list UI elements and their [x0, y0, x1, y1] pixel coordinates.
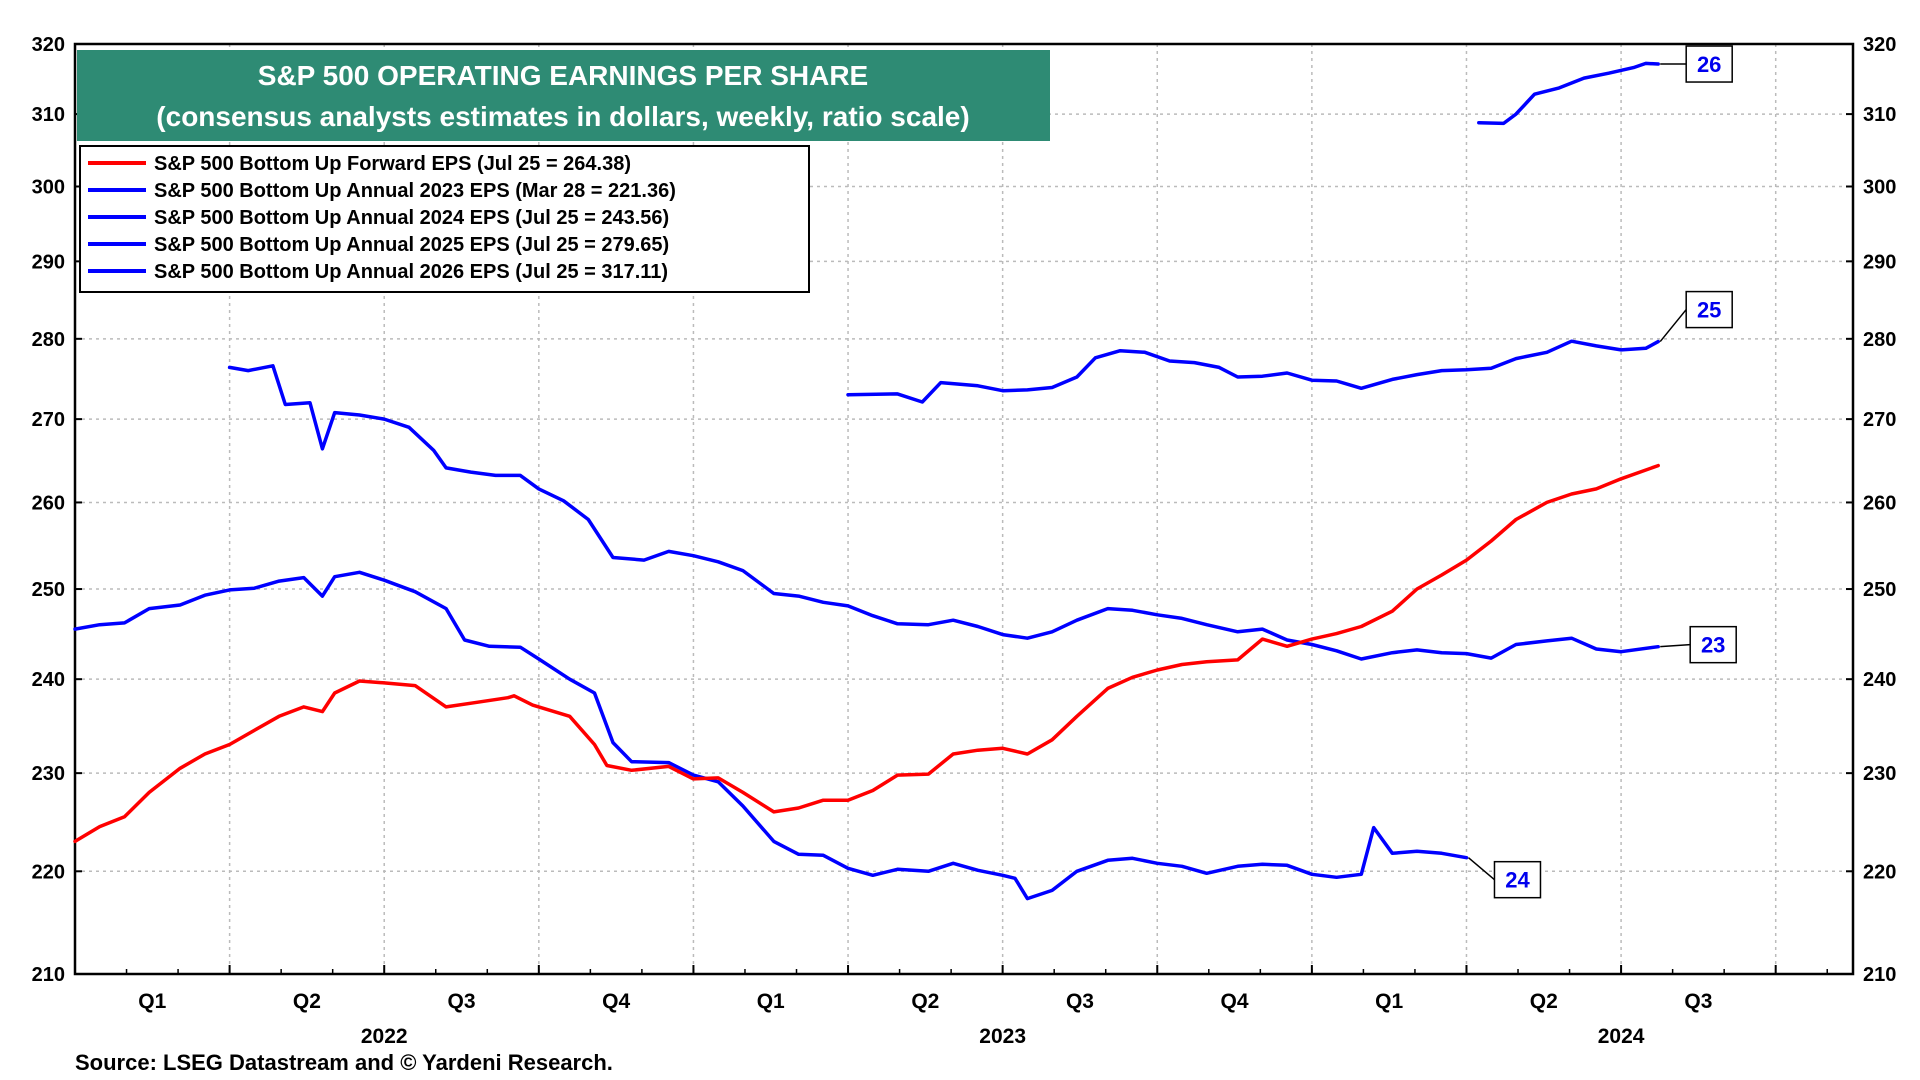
y-tick-left: 280	[32, 329, 65, 351]
end-label-leader	[1467, 857, 1495, 881]
legend-entry: S&P 500 Bottom Up Annual 2023 EPS (Mar 2…	[154, 180, 676, 202]
x-quarter-label: Q1	[757, 990, 785, 1013]
y-tick-right: 320	[1863, 34, 1896, 56]
y-tick-left: 310	[32, 104, 65, 126]
x-quarter-label: Q3	[448, 990, 476, 1013]
chart-title: S&P 500 OPERATING EARNINGS PER SHARE	[258, 60, 868, 91]
y-tick-right: 280	[1863, 329, 1896, 351]
series-line	[846, 339, 1660, 404]
x-quarter-label: Q2	[911, 990, 939, 1013]
y-tick-right: 220	[1863, 861, 1896, 883]
x-quarter-label: Q4	[1221, 990, 1249, 1013]
legend-entry: S&P 500 Bottom Up Annual 2025 EPS (Jul 2…	[154, 234, 669, 256]
end-label-box	[1685, 45, 1733, 83]
end-label-box	[1493, 860, 1542, 899]
y-tick-left: 320	[32, 34, 65, 56]
x-year-label: 2023	[979, 1025, 1026, 1048]
source-note: Source: LSEG Datastream and © Yardeni Re…	[75, 1050, 613, 1075]
y-tick-left: 290	[32, 251, 65, 273]
series-line	[1477, 61, 1660, 126]
y-tick-right: 240	[1863, 669, 1896, 691]
y-tick-left: 240	[32, 669, 65, 691]
x-quarter-label: Q3	[1066, 990, 1094, 1013]
series-line	[73, 570, 1469, 901]
y-tick-left: 210	[32, 964, 65, 986]
y-axis-left: 210 220 230 240 250 260 270 280 290 300 310 320	[32, 34, 82, 986]
legend-entry: S&P 500 Bottom Up Forward EPS (Jul 25 = …	[154, 153, 631, 175]
x-year-label: 2024	[1598, 1025, 1645, 1048]
x-quarter-label: Q3	[1684, 990, 1712, 1013]
y-tick-right: 260	[1863, 492, 1896, 514]
x-quarter-label: Q2	[293, 990, 321, 1013]
y-tick-right: 230	[1863, 763, 1896, 785]
end-label-box	[1685, 290, 1733, 329]
x-quarter-label: Q1	[138, 990, 166, 1013]
y-tick-left: 300	[32, 176, 65, 198]
series-line	[227, 364, 1660, 661]
y-tick-right: 310	[1863, 104, 1896, 126]
end-label-text: 24	[1505, 868, 1530, 893]
y-axis-right: 210 220 230 240 250 260 270 280 290 300 310 320	[1846, 34, 1896, 986]
title-box: S&P 500 OPERATING EARNINGS PER SHARE (co…	[77, 50, 1050, 141]
legend: S&P 500 Bottom Up Forward EPS (Jul 25 = …	[79, 145, 810, 293]
legend-entry: S&P 500 Bottom Up Annual 2026 EPS (Jul 2…	[154, 261, 668, 283]
end-label-text: 23	[1701, 633, 1725, 658]
x-quarter-label: Q4	[602, 990, 630, 1013]
y-tick-right: 250	[1863, 579, 1896, 601]
end-label-text: 25	[1697, 298, 1721, 323]
y-tick-right: 270	[1863, 409, 1896, 431]
y-tick-right: 300	[1863, 176, 1896, 198]
y-tick-left: 250	[32, 579, 65, 601]
y-tick-left: 270	[32, 409, 65, 431]
y-tick-left: 220	[32, 861, 65, 883]
y-tick-left: 230	[32, 763, 65, 785]
end-label-text: 26	[1697, 52, 1721, 77]
x-year-label: 2022	[361, 1025, 408, 1048]
end-label-leader	[1660, 643, 1691, 648]
end-label-box	[1689, 625, 1737, 664]
end-label-leader	[1659, 309, 1687, 343]
series-line	[73, 463, 1660, 844]
y-tick-right: 210	[1863, 964, 1896, 986]
chart-subtitle: (consensus analysts estimates in dollars…	[156, 101, 969, 132]
plot-frame	[73, 42, 1855, 976]
series-lines	[73, 61, 1660, 901]
x-axis: Q1 Q2 Q3 Q4 Q1 Q2 Q3 Q4 Q1 Q2 Q3 2022 2023 2024	[74, 965, 1828, 1048]
end-labels: 26 25 24 23	[1467, 45, 1737, 899]
legend-entry: S&P 500 Bottom Up Annual 2024 EPS (Jul 2…	[154, 207, 669, 229]
x-quarter-label: Q1	[1375, 990, 1403, 1013]
x-quarter-label: Q2	[1530, 990, 1558, 1013]
y-tick-left: 260	[32, 492, 65, 514]
y-tick-right: 290	[1863, 251, 1896, 273]
